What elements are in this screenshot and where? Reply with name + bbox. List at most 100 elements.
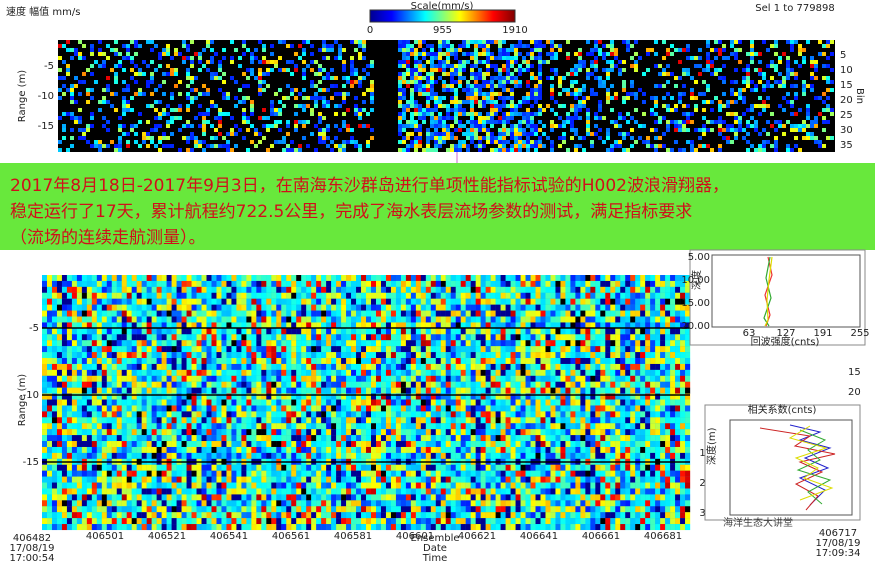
texture <box>674 108 678 112</box>
texture <box>502 48 506 52</box>
texture <box>346 322 352 329</box>
texture <box>241 446 247 453</box>
texture <box>430 92 434 96</box>
texture <box>326 435 332 442</box>
texture <box>398 88 402 92</box>
texture <box>146 411 152 418</box>
texture <box>131 375 137 382</box>
texture <box>742 96 746 100</box>
texture <box>186 136 190 140</box>
texture <box>116 399 122 406</box>
texture <box>334 40 338 44</box>
texture <box>246 346 252 353</box>
texture <box>826 76 830 80</box>
texture <box>131 476 137 483</box>
texture <box>418 64 422 68</box>
texture <box>321 298 327 305</box>
texture <box>351 275 357 281</box>
texture <box>316 441 322 448</box>
texture <box>266 482 272 489</box>
texture <box>326 393 332 400</box>
texture <box>221 506 227 513</box>
texture <box>150 104 154 108</box>
texture <box>296 405 302 412</box>
texture <box>98 52 102 56</box>
texture <box>291 328 297 335</box>
texture <box>126 328 132 335</box>
texture <box>634 120 638 124</box>
texture <box>191 369 197 376</box>
texture <box>230 116 234 120</box>
texture <box>446 112 450 116</box>
texture <box>156 280 162 287</box>
texture <box>316 286 322 293</box>
texture <box>301 298 307 305</box>
texture <box>141 429 147 436</box>
texture <box>442 60 446 64</box>
texture <box>356 500 362 507</box>
texture <box>358 84 362 88</box>
texture <box>734 52 738 56</box>
texture <box>296 393 302 400</box>
texture <box>321 405 327 412</box>
texture <box>321 446 327 453</box>
texture <box>594 116 598 120</box>
texture <box>294 124 298 128</box>
texture <box>286 423 292 430</box>
texture <box>351 363 357 370</box>
texture <box>478 136 482 140</box>
texture <box>810 120 814 124</box>
texture <box>236 464 242 471</box>
texture <box>246 148 250 152</box>
texture <box>86 128 90 132</box>
texture <box>210 56 214 60</box>
texture <box>246 387 252 394</box>
texture <box>321 304 327 311</box>
texture <box>191 524 197 531</box>
texture <box>406 144 410 148</box>
texture <box>130 108 134 112</box>
texture <box>462 64 466 68</box>
texture <box>146 441 152 448</box>
texture <box>746 72 750 76</box>
texture <box>626 148 630 152</box>
texture <box>342 60 346 64</box>
texture <box>730 92 734 96</box>
texture <box>71 298 78 305</box>
texture <box>61 500 68 507</box>
texture <box>311 476 317 483</box>
texture <box>351 482 357 489</box>
texture <box>311 346 317 353</box>
texture <box>196 488 202 495</box>
texture <box>782 124 786 128</box>
texture <box>231 328 237 335</box>
texture <box>746 84 750 88</box>
texture <box>42 346 48 353</box>
texture <box>538 108 542 112</box>
texture <box>178 128 182 132</box>
texture <box>211 381 217 388</box>
texture <box>558 48 562 52</box>
texture <box>81 346 87 353</box>
texture <box>502 84 506 88</box>
texture <box>698 128 702 132</box>
texture <box>306 369 312 376</box>
texture <box>90 96 94 100</box>
texture <box>330 96 334 100</box>
texture <box>326 512 332 519</box>
texture <box>410 76 414 80</box>
texture <box>714 68 718 72</box>
texture <box>690 92 694 96</box>
texture <box>181 435 187 442</box>
texture <box>291 298 297 305</box>
texture <box>281 399 287 406</box>
texture <box>156 310 162 317</box>
texture <box>161 275 167 281</box>
texture <box>654 136 658 140</box>
texture <box>76 316 82 323</box>
texture <box>518 72 522 76</box>
texture <box>618 72 622 76</box>
texture <box>101 286 107 293</box>
texture <box>341 441 347 448</box>
texture <box>96 411 102 418</box>
